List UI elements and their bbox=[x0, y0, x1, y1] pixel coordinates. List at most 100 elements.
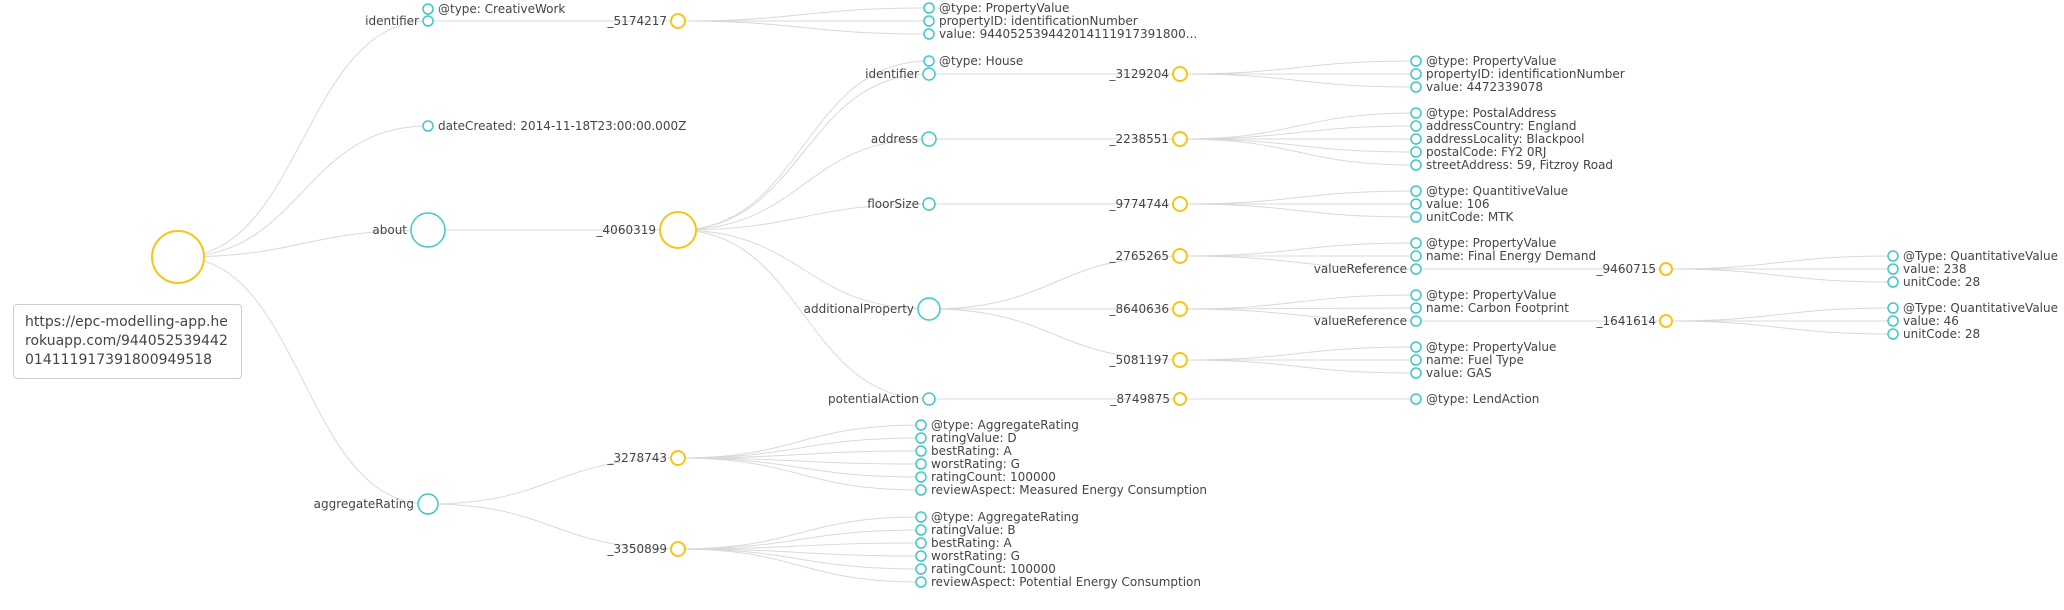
blank-node-circle[interactable] bbox=[670, 13, 686, 29]
graph-node-value-gas[interactable]: value: GAS bbox=[1410, 366, 1492, 380]
graph-node-1641614[interactable]: _1641614 bbox=[1596, 314, 1673, 328]
graph-node-type-propertyvalue[interactable]: @type: PropertyValue bbox=[923, 1, 1069, 15]
graph-node-root[interactable] bbox=[151, 230, 205, 284]
graph-node-additionalproperty[interactable]: additionalProperty bbox=[804, 297, 941, 321]
graph-node-ratingvalue-b[interactable]: ratingValue: B bbox=[915, 523, 1016, 537]
graph-node-value-106[interactable]: value: 106 bbox=[1410, 197, 1490, 211]
graph-node-3278743[interactable]: _3278743 bbox=[607, 450, 686, 466]
graph-node-type-quantitativevalue[interactable]: @Type: QuantitativeValue bbox=[1887, 301, 2058, 315]
graph-node-ratingvalue-d[interactable]: ratingValue: D bbox=[915, 431, 1017, 445]
property-node-circle[interactable] bbox=[915, 550, 927, 562]
property-node-circle[interactable] bbox=[922, 67, 936, 81]
property-node-circle[interactable] bbox=[915, 458, 927, 470]
property-node-circle[interactable] bbox=[1410, 185, 1422, 197]
graph-node-4060319[interactable]: _4060319 bbox=[596, 211, 697, 249]
property-node-circle[interactable] bbox=[915, 432, 927, 444]
graph-node-floorsize[interactable]: floorSize bbox=[867, 197, 936, 211]
graph-node-value-944052539442014111917391800[interactable]: value: 944052539442014111917391800... bbox=[923, 27, 1197, 41]
blank-node-circle[interactable] bbox=[151, 230, 205, 284]
graph-node-identifier[interactable]: identifier bbox=[365, 14, 434, 28]
blank-node-circle[interactable] bbox=[1172, 248, 1188, 264]
property-node-circle[interactable] bbox=[923, 55, 935, 67]
graph-node-ratingcount-100000[interactable]: ratingCount: 100000 bbox=[915, 562, 1056, 576]
graph-node-type-postaladdress[interactable]: @type: PostalAddress bbox=[1410, 106, 1556, 120]
graph-node-5081197[interactable]: _5081197 bbox=[1109, 352, 1188, 368]
property-node-circle[interactable] bbox=[1887, 276, 1899, 288]
graph-node-9774744[interactable]: _9774744 bbox=[1109, 196, 1188, 212]
property-node-circle[interactable] bbox=[1887, 315, 1899, 327]
graph-node-9460715[interactable]: _9460715 bbox=[1596, 262, 1673, 276]
property-node-circle[interactable] bbox=[1410, 198, 1422, 210]
graph-node-worstrating-g[interactable]: worstRating: G bbox=[915, 457, 1020, 471]
graph-node-type-propertyvalue[interactable]: @type: PropertyValue bbox=[1410, 340, 1556, 354]
graph-node-value-238[interactable]: value: 238 bbox=[1887, 262, 1967, 276]
graph-node-type-creativework[interactable]: @type: CreativeWork bbox=[422, 2, 565, 16]
property-node-circle[interactable] bbox=[915, 537, 927, 549]
graph-node-value-4472339078[interactable]: value: 4472339078 bbox=[1410, 80, 1543, 94]
property-node-circle[interactable] bbox=[1410, 263, 1422, 275]
property-node-circle[interactable] bbox=[915, 576, 927, 588]
property-node-circle[interactable] bbox=[1410, 81, 1422, 93]
property-node-circle[interactable] bbox=[422, 3, 434, 15]
property-node-circle[interactable] bbox=[923, 28, 935, 40]
blank-node-circle[interactable] bbox=[1173, 392, 1187, 406]
graph-node-type-lendaction[interactable]: @type: LendAction bbox=[1410, 392, 1539, 406]
graph-node-about[interactable]: about bbox=[372, 212, 446, 248]
property-node-circle[interactable] bbox=[1410, 354, 1422, 366]
graph-node-identifier[interactable]: identifier bbox=[865, 67, 936, 81]
blank-node-circle[interactable] bbox=[1172, 352, 1188, 368]
property-node-circle[interactable] bbox=[915, 471, 927, 483]
graph-node-3350899[interactable]: _3350899 bbox=[607, 541, 686, 557]
graph-node-streetaddress-59-fitzroy-road[interactable]: streetAddress: 59, Fitzroy Road bbox=[1410, 158, 1613, 172]
graph-node-datecreated-2014-11-18t23-00-00-000z[interactable]: dateCreated: 2014-11-18T23:00:00.000Z bbox=[422, 119, 686, 133]
property-node-circle[interactable] bbox=[1887, 302, 1899, 314]
property-node-circle[interactable] bbox=[1410, 367, 1422, 379]
property-node-circle[interactable] bbox=[915, 419, 927, 431]
blank-node-circle[interactable] bbox=[1172, 131, 1188, 147]
property-node-circle[interactable] bbox=[1410, 159, 1422, 171]
graph-node-value-46[interactable]: value: 46 bbox=[1887, 314, 1959, 328]
blank-node-circle[interactable] bbox=[1172, 66, 1188, 82]
graph-node-2765265[interactable]: _2765265 bbox=[1109, 248, 1188, 264]
graph-node-potentialaction[interactable]: potentialAction bbox=[828, 392, 936, 406]
graph-node-ratingcount-100000[interactable]: ratingCount: 100000 bbox=[915, 470, 1056, 484]
graph-node-name-carbon-footprint[interactable]: name: Carbon Footprint bbox=[1410, 301, 1569, 315]
property-node-circle[interactable] bbox=[1410, 237, 1422, 249]
graph-node-bestrating-a[interactable]: bestRating: A bbox=[915, 444, 1013, 458]
graph-node-unitcode-mtk[interactable]: unitCode: MTK bbox=[1410, 210, 1515, 224]
graph-node-type-quantitativevalue[interactable]: @Type: QuantitativeValue bbox=[1887, 249, 2058, 263]
graph-node-propertyid-identificationnumber[interactable]: propertyID: identificationNumber bbox=[1410, 67, 1625, 81]
graph-node-bestrating-a[interactable]: bestRating: A bbox=[915, 536, 1013, 550]
graph-node-type-aggregaterating[interactable]: @type: AggregateRating bbox=[915, 418, 1079, 432]
blank-node-circle[interactable] bbox=[659, 211, 697, 249]
blank-node-circle[interactable] bbox=[670, 450, 686, 466]
property-node-circle[interactable] bbox=[1410, 393, 1422, 405]
graph-node-postalcode-fy2-0rj[interactable]: postalCode: FY2 0RJ bbox=[1410, 145, 1546, 159]
property-node-circle[interactable] bbox=[1887, 250, 1899, 262]
property-node-circle[interactable] bbox=[922, 197, 936, 211]
property-node-circle[interactable] bbox=[422, 15, 434, 27]
graph-node-type-quantitivevalue[interactable]: @type: QuantitiveValue bbox=[1410, 184, 1568, 198]
graph-node-name-final-energy-demand[interactable]: name: Final Energy Demand bbox=[1410, 249, 1596, 263]
property-node-circle[interactable] bbox=[915, 524, 927, 536]
graph-node-type-aggregaterating[interactable]: @type: AggregateRating bbox=[915, 510, 1079, 524]
graph-node-unitcode-28[interactable]: unitCode: 28 bbox=[1887, 275, 1980, 289]
property-node-circle[interactable] bbox=[1410, 55, 1422, 67]
property-node-circle[interactable] bbox=[917, 297, 941, 321]
property-node-circle[interactable] bbox=[915, 484, 927, 496]
graph-node-type-propertyvalue[interactable]: @type: PropertyValue bbox=[1410, 54, 1556, 68]
graph-node-8640636[interactable]: _8640636 bbox=[1109, 301, 1188, 317]
graph-node-8749875[interactable]: _8749875 bbox=[1110, 392, 1187, 406]
property-node-circle[interactable] bbox=[422, 120, 434, 132]
property-node-circle[interactable] bbox=[1410, 302, 1422, 314]
graph-node-name-fuel-type[interactable]: name: Fuel Type bbox=[1410, 353, 1524, 367]
graph-node-3129204[interactable]: _3129204 bbox=[1109, 66, 1188, 82]
blank-node-circle[interactable] bbox=[1659, 314, 1673, 328]
graph-node-addresscountry-england[interactable]: addressCountry: England bbox=[1410, 119, 1577, 133]
blank-node-circle[interactable] bbox=[670, 541, 686, 557]
property-node-circle[interactable] bbox=[915, 511, 927, 523]
property-node-circle[interactable] bbox=[1410, 315, 1422, 327]
graph-node-type-propertyvalue[interactable]: @type: PropertyValue bbox=[1410, 288, 1556, 302]
property-node-circle[interactable] bbox=[915, 563, 927, 575]
property-node-circle[interactable] bbox=[1887, 263, 1899, 275]
